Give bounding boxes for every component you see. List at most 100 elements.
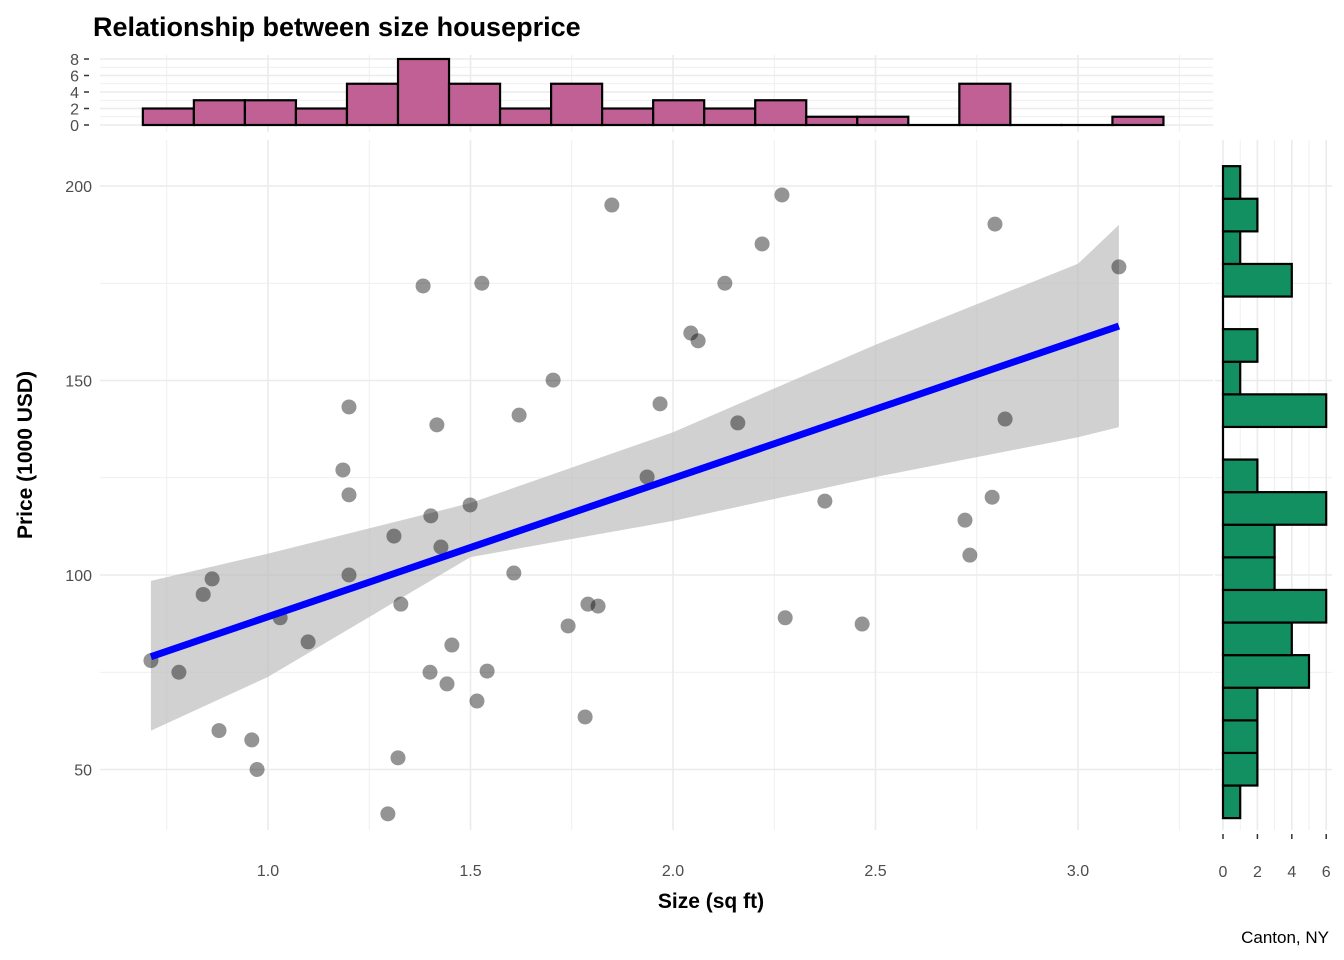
x-tick-label: 2 (1253, 864, 1262, 881)
data-point (1111, 259, 1127, 275)
data-point (754, 236, 770, 252)
data-point (774, 187, 790, 203)
histogram-bar (1221, 523, 1276, 559)
histogram-bar (1221, 556, 1276, 592)
histogram-bar (1221, 751, 1259, 787)
data-point (341, 487, 357, 503)
histogram-bar (1221, 328, 1259, 363)
regression-line (149, 322, 1121, 661)
y-tick-label: 50 (74, 763, 92, 780)
data-point (204, 571, 220, 587)
data-point (462, 497, 478, 513)
data-point (393, 596, 409, 612)
x-tick-label: 4 (1287, 864, 1296, 881)
data-point (423, 508, 439, 524)
data-point (335, 462, 351, 478)
x-tick-label: 2.0 (662, 863, 684, 880)
data-point (590, 598, 606, 614)
confidence-ribbon (150, 224, 1119, 731)
data-point (577, 709, 593, 725)
data-point (244, 732, 260, 748)
histogram-bar (1221, 784, 1242, 820)
histogram-bar (549, 82, 604, 127)
data-point (690, 333, 706, 349)
data-point (469, 693, 485, 709)
histogram-bar (1221, 230, 1242, 266)
data-point (171, 664, 187, 680)
data-point (479, 663, 495, 679)
right-histogram: 0 2 4 6 (1215, 140, 1332, 881)
histogram-bar (601, 107, 655, 127)
x-tick-label: 0 (1219, 864, 1228, 881)
data-point (560, 618, 576, 634)
data-point (300, 634, 316, 650)
data-point (422, 664, 438, 680)
x-tick-label: 1.0 (257, 863, 279, 880)
histogram-bar (498, 107, 553, 127)
data-point (604, 197, 620, 213)
histogram-bar (345, 82, 400, 127)
data-point (777, 610, 793, 626)
x-tick-label: 1.5 (459, 863, 481, 880)
data-point (984, 489, 1000, 505)
histogram-bar (294, 107, 349, 127)
histogram-bar (1221, 686, 1259, 722)
histogram-bar (1221, 621, 1293, 657)
y-tick-label: 2 (70, 102, 79, 119)
histogram-bar (192, 99, 247, 127)
data-point (957, 512, 973, 528)
histogram-bar (805, 115, 859, 127)
data-point (717, 275, 733, 291)
data-point (854, 616, 870, 632)
histogram-bar (141, 107, 195, 127)
x-tick-label: 6 (1322, 864, 1331, 881)
histogram-bar (1221, 360, 1242, 396)
data-point (386, 528, 402, 544)
data-point (506, 565, 522, 581)
data-point (730, 415, 746, 431)
x-axis-title: Size (sq ft) (658, 890, 764, 913)
y-tick-label: 4 (70, 85, 79, 102)
y-tick-label: 150 (65, 374, 92, 391)
histogram-bar (1221, 458, 1259, 494)
x-tick-label: 2.5 (864, 863, 886, 880)
histogram-bar (856, 115, 910, 127)
data-point (249, 762, 265, 777)
histogram-bar (447, 82, 502, 127)
data-point (639, 469, 655, 485)
data-point (997, 411, 1013, 427)
histogram-bar (1221, 654, 1311, 689)
caption: Canton, NY (1241, 928, 1329, 947)
data-point (415, 278, 431, 294)
histogram-bar (1221, 262, 1293, 298)
data-point (683, 325, 699, 341)
y-tick-label: 8 (70, 52, 79, 69)
data-point (433, 539, 449, 555)
data-point (962, 547, 978, 563)
y-tick-label: 200 (65, 179, 92, 196)
histogram-bar (396, 57, 451, 127)
data-point (380, 806, 396, 822)
data-point (429, 417, 445, 433)
histogram-bar (243, 99, 298, 127)
x-tick-label: 3.0 (1067, 863, 1089, 880)
data-point (987, 216, 1003, 232)
data-point (211, 723, 227, 739)
histogram-bar (1221, 719, 1259, 755)
data-point (817, 493, 833, 509)
histogram-bar (652, 99, 706, 127)
histogram-bar (1221, 393, 1328, 429)
data-point (474, 275, 490, 291)
histogram-bar (1221, 491, 1328, 526)
y-axis-title: Price (1000 USD) (14, 371, 37, 539)
data-point (341, 567, 357, 583)
data-point (341, 399, 357, 415)
histogram-bar (703, 107, 757, 127)
data-point (444, 637, 460, 653)
data-point (580, 596, 596, 612)
data-point (439, 676, 455, 692)
chart-title: Relationship between size houseprice (93, 12, 581, 42)
histogram-bar (1111, 115, 1165, 127)
